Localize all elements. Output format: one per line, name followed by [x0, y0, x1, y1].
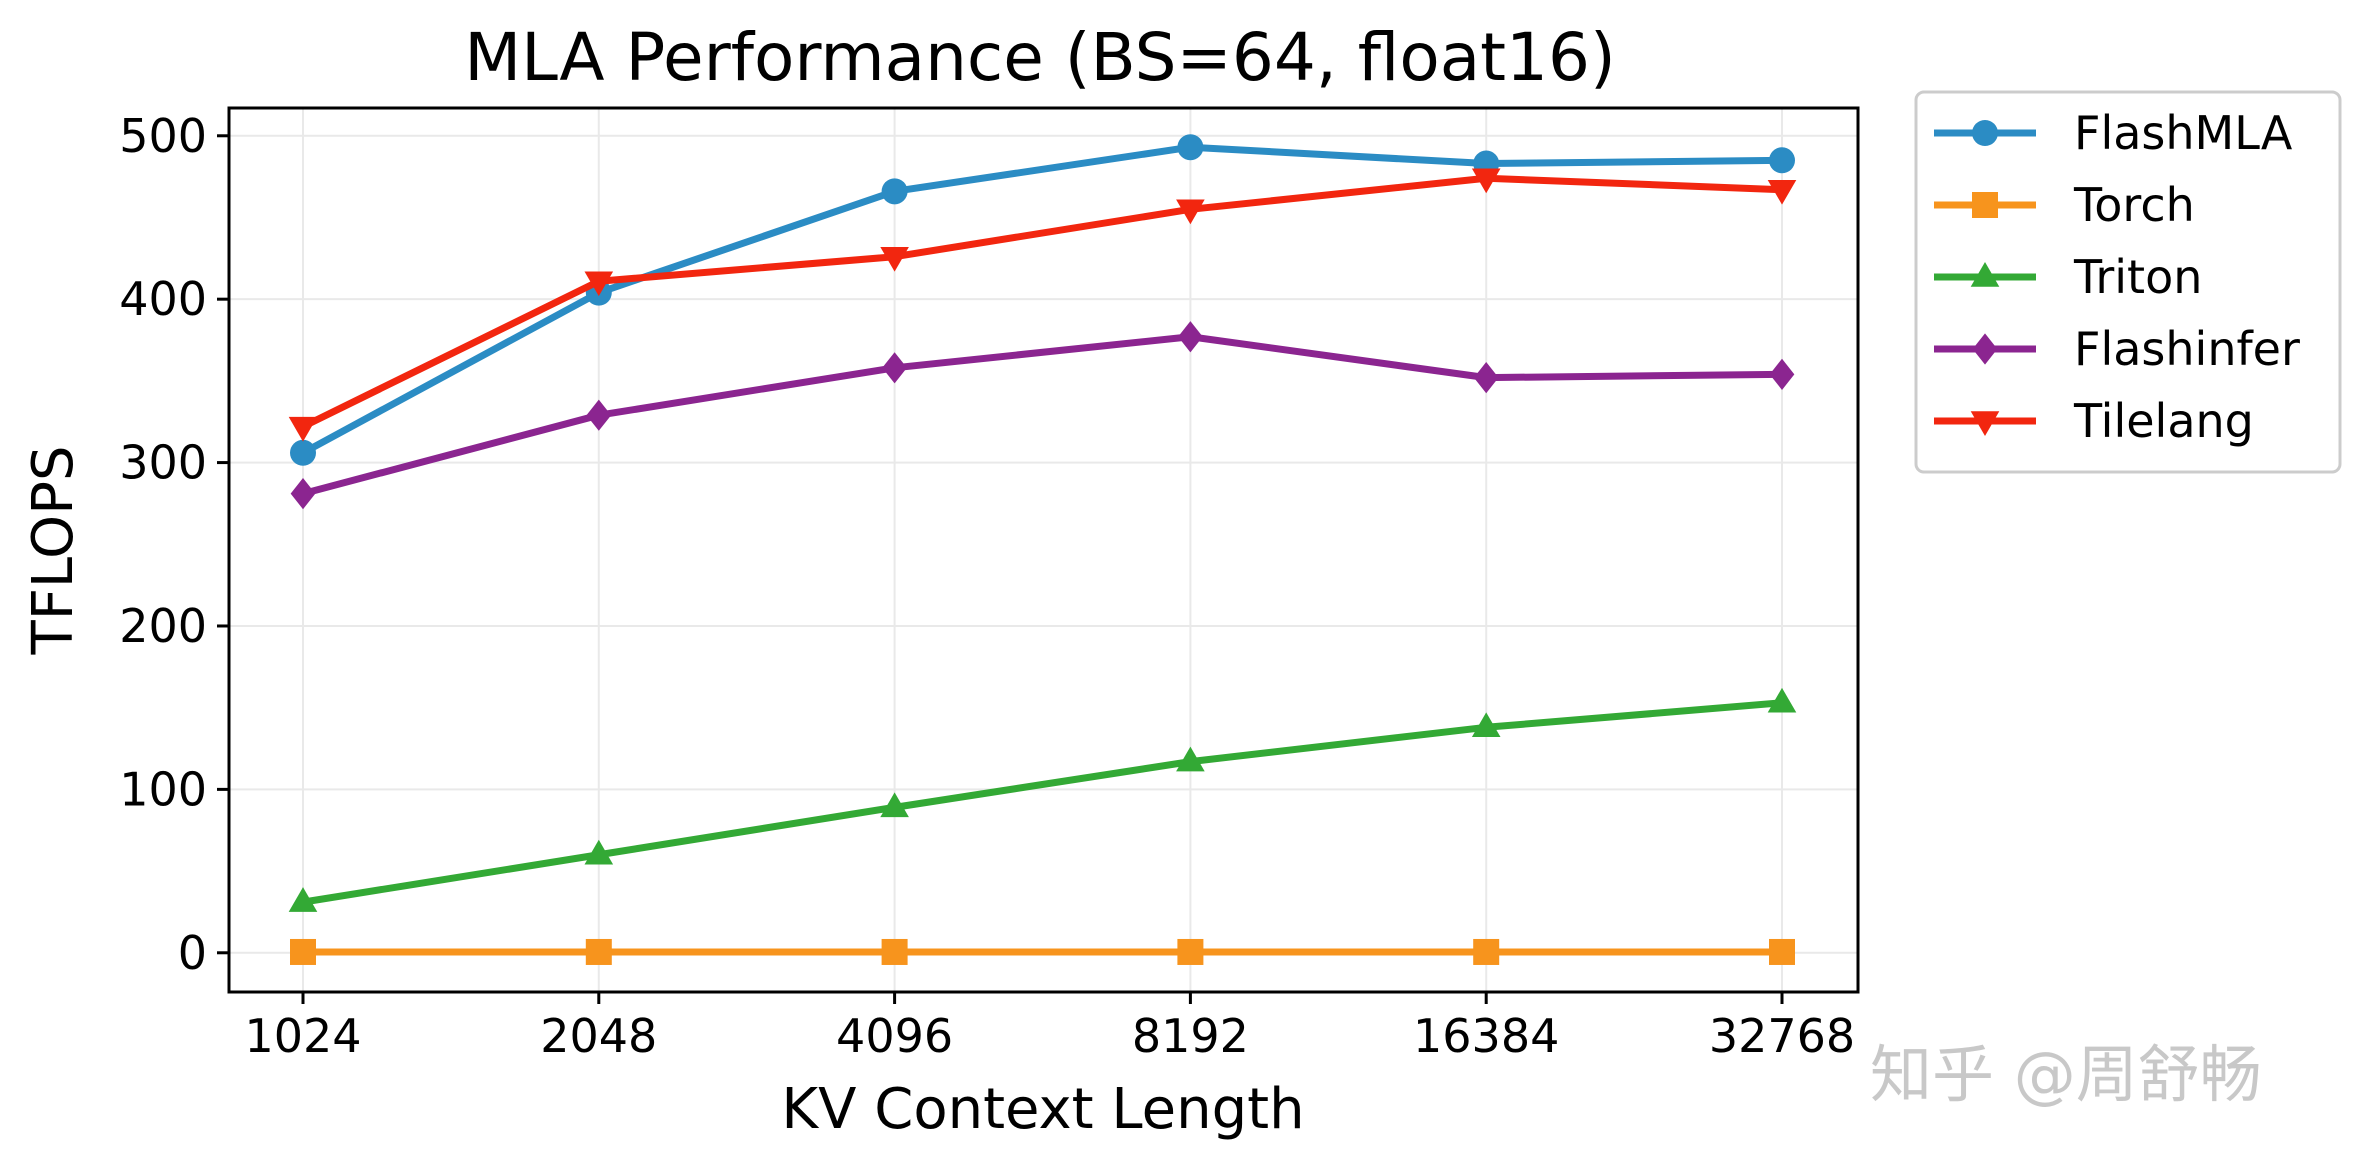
watermark: 知乎 @周舒畅	[1870, 1038, 2262, 1111]
legend-item-flashinfer: Flashinfer	[1934, 322, 2300, 376]
legend-marker-triton	[1970, 262, 2000, 287]
point-triton	[880, 792, 909, 818]
axes: 1024 2048 4096 8192 16384 32768 0 100 200 300 400 5…	[119, 109, 1855, 1063]
legend-label-torch: Torch	[2073, 178, 2195, 232]
legend-label-triton: Triton	[2073, 250, 2202, 304]
y-tick-label: 500	[119, 109, 207, 163]
x-tick-label: 8192	[1132, 1009, 1249, 1063]
point-flashmla	[1769, 147, 1795, 174]
point-triton	[1767, 687, 1797, 713]
legend-item-tilelang: Tilelang	[1934, 394, 2254, 448]
legend-item-flashmla: FlashMLA	[1934, 106, 2293, 160]
point-triton	[1176, 746, 1205, 772]
point-flashmla	[290, 439, 316, 466]
legend: FlashMLA Torch Triton Flashinfer Tilelang	[1914, 90, 2342, 474]
series-line-triton	[299, 699, 1786, 906]
x-axis-label: KV Context Length	[781, 1077, 1304, 1142]
legend-marker-torch	[1972, 192, 1998, 218]
point-flashinfer	[882, 352, 907, 384]
point-torch	[1177, 938, 1204, 965]
grid-lines	[229, 108, 1858, 992]
point-flashinfer	[1769, 358, 1795, 390]
series-flashmla	[290, 134, 1795, 466]
point-torch	[290, 938, 316, 965]
y-tick-label: 300	[119, 436, 207, 490]
y-axis-label: TFLOPS	[21, 445, 86, 655]
series-flashinfer	[290, 321, 1795, 510]
x-tick-label: 4096	[836, 1009, 953, 1063]
legend-label-flashmla: FlashMLA	[2074, 106, 2293, 160]
point-flashmla	[881, 178, 908, 205]
point-tilelang	[1471, 168, 1501, 194]
legend-item-torch: Torch	[1934, 178, 2195, 232]
legend-frame	[1914, 90, 2342, 474]
point-tilelang	[1767, 179, 1797, 205]
series-triton	[288, 687, 1797, 912]
series-tilelang	[288, 168, 1797, 442]
series-line-flashmla	[299, 143, 1786, 457]
point-tilelang	[288, 416, 318, 442]
x-tick-label: 2048	[540, 1009, 657, 1063]
legend-marker-flashinfer	[1972, 333, 1998, 365]
chart-title: MLA Performance (BS=64, float16)	[464, 19, 1616, 96]
point-triton	[584, 839, 614, 865]
point-tilelang	[1176, 199, 1205, 225]
point-triton	[1471, 712, 1501, 738]
plot-frame	[227, 106, 1860, 994]
series-line-flashinfer	[299, 333, 1786, 498]
series-layer	[288, 134, 1797, 965]
point-triton	[288, 887, 318, 912]
legend-label-flashinfer: Flashinfer	[2074, 322, 2300, 376]
point-tilelang	[880, 246, 909, 272]
point-flashinfer	[290, 478, 316, 510]
point-flashinfer	[1473, 362, 1499, 394]
y-tick-label: 200	[119, 599, 207, 653]
y-tick-label: 400	[119, 272, 207, 326]
point-flashinfer	[586, 399, 612, 431]
point-torch	[1769, 938, 1795, 965]
x-tick-label: 16384	[1413, 1009, 1559, 1063]
y-tick-label: 100	[119, 762, 207, 816]
legend-item-triton: Triton	[1934, 250, 2202, 304]
point-tilelang	[584, 271, 614, 297]
series-torch	[290, 938, 1795, 965]
point-torch	[585, 938, 612, 965]
point-torch	[881, 938, 908, 965]
legend-marker-tilelang	[1970, 411, 2000, 436]
legend-marker-flashmla	[1972, 120, 1998, 146]
point-flashmla	[1177, 134, 1204, 161]
series-line-tilelang	[299, 174, 1786, 431]
y-tick-label: 0	[178, 926, 207, 980]
x-tick-label: 1024	[244, 1009, 361, 1063]
point-torch	[1473, 938, 1500, 965]
point-flashinfer	[1178, 321, 1203, 353]
legend-label-tilelang: Tilelang	[2073, 394, 2254, 448]
x-tick-label: 32768	[1709, 1009, 1855, 1063]
